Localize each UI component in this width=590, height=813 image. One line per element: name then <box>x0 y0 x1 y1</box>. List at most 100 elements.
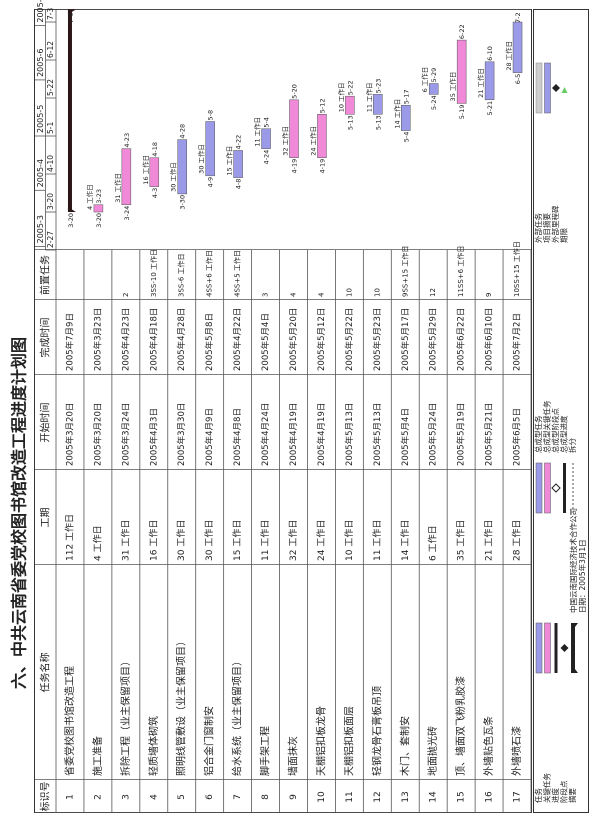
task-name: 拆除工程（业主保留项目） <box>119 656 132 776</box>
task-duration: 16 工作日 <box>147 520 159 561</box>
bar-end-label: 3-23 <box>95 189 103 204</box>
bar-start-label: 5-21 <box>486 101 494 116</box>
task-predecessor: 4SS+6 工作日 <box>205 250 214 297</box>
task-predecessor: 3SS-6 工作日 <box>177 253 186 297</box>
bar-duration: 14 工作日 <box>392 99 401 129</box>
bar-duration: 28 工作日 <box>504 41 513 71</box>
bar-end-label: 5-8 <box>207 110 215 121</box>
column-header: 完成时间 <box>39 318 52 358</box>
task-predecessor: 10SS+15 工作日 <box>512 241 521 297</box>
critical-task-bar <box>93 204 104 213</box>
task-id: 17 <box>513 791 523 802</box>
task-predecessor: 2 <box>122 293 130 297</box>
task-name: 脚手架工程 <box>259 726 272 776</box>
critical-task-bar <box>289 99 299 158</box>
task-duration: 4 工作日 <box>91 525 103 561</box>
legend-swatch <box>571 623 578 673</box>
task-duration: 11 工作日 <box>259 520 271 561</box>
legend-swatch <box>535 62 543 114</box>
task-predecessor: 3 <box>262 293 270 297</box>
bar-end-label: 7-2 <box>514 12 522 23</box>
week-label: 6-12 <box>46 41 55 58</box>
critical-task-bar <box>149 157 160 187</box>
task-name: 照明线管敷设（业主保留项目） <box>175 636 188 776</box>
task-start: 2005年4月19日 <box>316 403 327 466</box>
task-start: 2005年3月24日 <box>120 403 131 466</box>
column-header: 开始时间 <box>39 403 52 443</box>
task-start: 2005年3月20日 <box>92 403 103 466</box>
legend-swatch <box>554 623 558 673</box>
week-label: 5-1 <box>46 122 55 134</box>
task-name: 省委党校图书馆改造工程 <box>63 666 76 776</box>
task-duration: 31 工作日 <box>119 520 131 561</box>
task-bar <box>373 94 383 115</box>
task-predecessor: 10 <box>373 288 381 297</box>
task-finish: 2005年3月23日 <box>92 308 103 371</box>
bar-start-label: 4-19 <box>318 159 326 174</box>
bar-duration: 16 工作日 <box>141 155 150 185</box>
task-id: 13 <box>401 791 411 802</box>
task-id: 7 <box>233 794 243 800</box>
task-id: 3 <box>121 794 131 800</box>
task-id: 2 <box>93 794 103 800</box>
bar-start-label: 4-3 <box>151 188 159 199</box>
bar-end-label: 7-9 <box>67 12 75 23</box>
title: 六、中共云南省委党校图书馆改造工程进度计划图 <box>10 337 29 689</box>
task-duration: 112 工作日 <box>63 514 75 561</box>
legend-label: 外部任务 <box>533 213 543 243</box>
column-header: 工期 <box>40 508 52 528</box>
task-name: 轻质墙体砌筑 <box>147 716 160 776</box>
legend-swatch <box>551 483 561 493</box>
week-label: 3-20 <box>46 193 55 210</box>
task-id: 12 <box>373 791 383 802</box>
task-name: 外墙贴色瓦条 <box>482 716 495 776</box>
bar-duration: 30 工作日 <box>197 144 206 174</box>
week-label: 7-3 <box>46 8 55 20</box>
bar-duration: 15 工作日 <box>225 146 234 176</box>
bar-end-label: 5-17 <box>402 89 410 104</box>
month-label: 2005-3 <box>36 215 45 243</box>
bar-end-label: 4-18 <box>151 142 159 157</box>
task-predecessor: 3SS-10 工作日 <box>149 249 158 297</box>
task-duration: 28 工作日 <box>511 520 523 561</box>
task-id: 9 <box>289 794 299 800</box>
task-predecessor: 11SS+6 工作日 <box>456 246 465 297</box>
task-id: 11 <box>345 791 355 802</box>
task-name: 铝合金门窗制安 <box>203 706 216 776</box>
bar-start-label: 5-24 <box>430 95 438 110</box>
task-id: 4 <box>149 794 159 800</box>
legend-label: 阶段点 <box>559 780 569 803</box>
task-predecessor: 4 <box>317 292 325 297</box>
month-label: 2005-5 <box>36 105 45 133</box>
bar-duration: 21 工作日 <box>476 68 485 98</box>
legend-swatch <box>544 622 551 674</box>
legend-swatch <box>563 463 566 513</box>
critical-task-bar <box>317 114 327 158</box>
month-label: 2005-4 <box>36 159 45 187</box>
bar-duration: 31 工作日 <box>113 173 122 203</box>
task-finish: 2005年5月17日 <box>400 308 411 371</box>
bar-end-label: 4-22 <box>235 135 243 150</box>
critical-task-bar <box>345 95 355 115</box>
bar-duration: 11 工作日 <box>253 117 262 147</box>
task-start: 2005年5月4日 <box>400 408 411 466</box>
task-start: 2005年4月3日 <box>148 408 159 466</box>
bar-start-label: 3-30 <box>179 195 187 210</box>
bar-end-label: 5-22 <box>346 80 354 95</box>
bar-duration: 35 工作日 <box>448 72 457 102</box>
task-id: 15 <box>457 791 467 802</box>
legend-swatch <box>561 87 568 93</box>
task-name: 天棚铝扣板龙骨 <box>314 706 327 776</box>
task-bar <box>261 128 271 149</box>
task-start: 2005年5月13日 <box>372 403 383 466</box>
bar-start-label: 5-19 <box>458 104 466 119</box>
task-bar <box>484 61 495 101</box>
task-id: 16 <box>485 791 495 803</box>
legend-label: 总成型进度 <box>559 415 569 453</box>
task-finish: 2005年5月29日 <box>428 308 439 371</box>
legend-label: 任务 <box>533 788 543 803</box>
